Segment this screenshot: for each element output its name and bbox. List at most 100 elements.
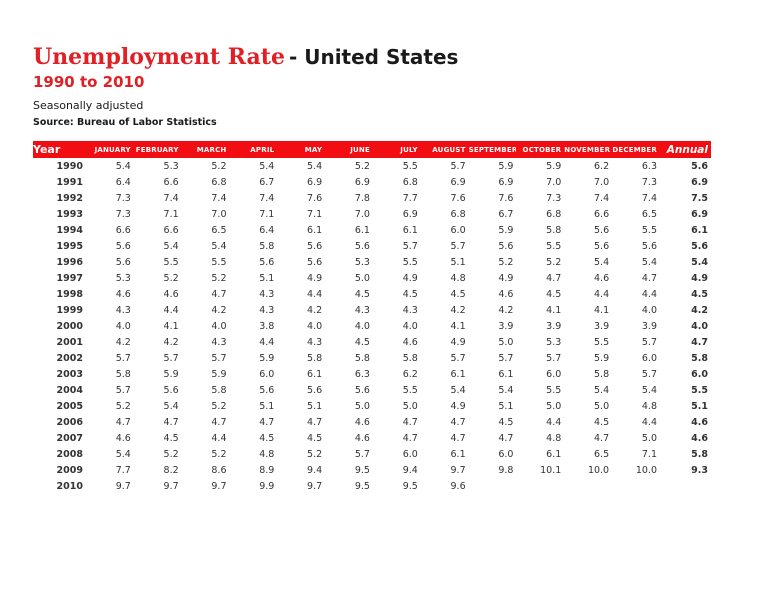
month-value-cell: 6.0 — [546, 368, 562, 380]
month-value-cell: 5.7 — [546, 352, 562, 364]
month-value-cell: 5.2 — [546, 256, 562, 268]
month-column-header: SEPTEMBER — [468, 145, 517, 154]
month-value-cell — [516, 478, 564, 494]
month-value-cell: 4.9 — [450, 400, 466, 412]
year-cell: 1996 — [56, 256, 83, 268]
month-value-cell: 4.5 — [450, 288, 466, 300]
month-value-cell: 7.6 — [498, 192, 514, 204]
month-value-cell: 5.4 — [115, 160, 131, 172]
month-value-cell: 6.0 — [450, 224, 466, 236]
month-value-cell: 6.3 — [354, 368, 370, 380]
table-row: 1993 7.3 7.1 7.0 7.1 7.1 7.0 6.9 6.8 6.7 6.8 6.6 6.5… — [33, 206, 711, 222]
month-value-cell: 3.9 — [546, 320, 562, 332]
month-column-header: JANUARY — [94, 145, 131, 154]
month-value-cell: 6.4 — [259, 224, 275, 236]
table-row: 2000 4.0 4.1 4.0 3.8 4.0 4.0 4.0 4.1 3.9 3.9 3.9 3.9… — [33, 318, 711, 334]
month-value-cell: 6.0 — [641, 352, 657, 364]
month-value-cell: 5.0 — [498, 336, 514, 348]
month-value-cell: 6.1 — [307, 224, 323, 236]
month-value-cell: 4.1 — [163, 320, 179, 332]
month-value-cell: 4.4 — [546, 416, 562, 428]
month-value-cell: 4.2 — [163, 336, 179, 348]
month-value-cell: 5.3 — [546, 336, 562, 348]
month-value-cell: 9.4 — [402, 464, 418, 476]
month-value-cell: 9.5 — [354, 464, 370, 476]
month-value-cell: 4.5 — [594, 416, 610, 428]
month-value-cell: 5.3 — [354, 256, 370, 268]
month-value-cell: 4.3 — [211, 336, 227, 348]
month-value-cell: 6.1 — [546, 448, 562, 460]
month-column-header: FEBRUARY — [135, 145, 179, 154]
month-value-cell: 5.0 — [354, 272, 370, 284]
month-value-cell: 7.0 — [211, 208, 227, 220]
month-value-cell: 5.9 — [259, 352, 275, 364]
month-value-cell: 4.6 — [498, 288, 514, 300]
month-value-cell: 4.7 — [115, 416, 131, 428]
month-value-cell: 3.9 — [498, 320, 514, 332]
month-value-cell: 9.7 — [211, 480, 227, 492]
month-value-cell: 4.1 — [450, 320, 466, 332]
month-value-cell: 6.7 — [498, 208, 514, 220]
month-value-cell: 5.2 — [163, 448, 179, 460]
month-value-cell: 6.8 — [402, 176, 418, 188]
month-value-cell: 4.7 — [211, 288, 227, 300]
annual-value-cell: 5.1 — [691, 400, 708, 412]
month-value-cell: 4.0 — [354, 320, 370, 332]
month-value-cell: 5.9 — [498, 224, 514, 236]
month-value-cell: 7.8 — [354, 192, 370, 204]
month-value-cell: 8.2 — [163, 464, 179, 476]
year-cell: 2010 — [56, 480, 83, 492]
month-value-cell: 5.9 — [594, 352, 610, 364]
month-value-cell: 6.1 — [498, 368, 514, 380]
month-value-cell: 5.6 — [307, 384, 323, 396]
month-value-cell: 4.8 — [546, 432, 562, 444]
annual-column-header: Annual — [666, 143, 708, 156]
month-value-cell: 9.5 — [402, 480, 418, 492]
table-row: 2008 5.4 5.2 5.2 4.8 5.2 5.7 6.0 6.1 6.0 6.1 6.5 7.1… — [33, 446, 711, 462]
month-value-cell: 5.3 — [163, 160, 179, 172]
month-value-cell: 5.7 — [498, 352, 514, 364]
month-value-cell: 5.6 — [354, 240, 370, 252]
month-value-cell: 5.2 — [211, 272, 227, 284]
month-value-cell: 6.8 — [450, 208, 466, 220]
year-cell: 2009 — [56, 464, 83, 476]
year-cell: 1998 — [56, 288, 83, 300]
month-value-cell: 10.0 — [587, 464, 610, 476]
month-column-header: MARCH — [196, 145, 227, 154]
annual-value-cell: 4.0 — [691, 320, 708, 332]
month-value-cell: 6.1 — [450, 368, 466, 380]
month-value-cell: 4.7 — [402, 416, 418, 428]
month-value-cell: 6.5 — [594, 448, 610, 460]
month-value-cell: 5.6 — [163, 384, 179, 396]
table-row: 2003 5.8 5.9 5.9 6.0 6.1 6.3 6.2 6.1 6.1 6.0 5.8 5.7… — [33, 366, 711, 382]
annual-value-cell: 5.8 — [691, 352, 708, 364]
table-header: Year JANUARY FEBRUARY MARCH APRIL MAY JUNE JULY… — [33, 141, 711, 158]
month-value-cell: 5.7 — [211, 352, 227, 364]
year-cell: 1999 — [56, 304, 83, 316]
year-cell: 2002 — [56, 352, 83, 364]
month-value-cell: 4.6 — [115, 432, 131, 444]
month-value-cell — [612, 478, 660, 494]
month-value-cell: 5.2 — [211, 400, 227, 412]
month-value-cell: 5.2 — [163, 272, 179, 284]
month-value-cell: 4.1 — [594, 304, 610, 316]
month-value-cell: 8.9 — [259, 464, 275, 476]
month-value-cell — [564, 478, 612, 494]
month-value-cell: 5.2 — [354, 160, 370, 172]
annual-value-cell: 4.7 — [691, 336, 708, 348]
month-value-cell: 10.0 — [635, 464, 657, 476]
month-value-cell: 5.1 — [498, 400, 514, 412]
table-row: 1995 5.6 5.4 5.4 5.8 5.6 5.6 5.7 5.7 5.6 5.5 5.6 5.6… — [33, 238, 711, 254]
month-value-cell: 5.8 — [546, 224, 562, 236]
year-cell: 1991 — [56, 176, 83, 188]
table-body: 1990 5.4 5.3 5.2 5.4 5.4 5.2 5.5 5.7 5.9 5.9 6.2 6.3… — [33, 158, 711, 494]
annual-value-cell: 5.6 — [691, 240, 708, 252]
title-main: Unemployment Rate — [33, 44, 285, 70]
unemployment-rate-table: Year JANUARY FEBRUARY MARCH APRIL MAY JUNE JULY… — [33, 141, 711, 494]
month-value-cell: 4.2 — [450, 304, 466, 316]
month-value-cell: 4.7 — [402, 432, 418, 444]
month-value-cell: 5.6 — [354, 384, 370, 396]
month-value-cell: 6.3 — [641, 160, 657, 172]
month-value-cell: 9.4 — [307, 464, 323, 476]
month-value-cell: 6.9 — [450, 176, 466, 188]
